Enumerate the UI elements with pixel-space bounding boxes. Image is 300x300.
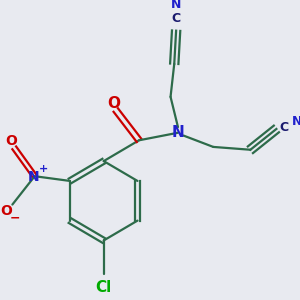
- Text: +: +: [39, 164, 49, 174]
- Text: Cl: Cl: [96, 280, 112, 295]
- Text: N: N: [172, 125, 184, 140]
- Text: N: N: [28, 170, 40, 184]
- Text: O: O: [107, 96, 120, 111]
- Text: O: O: [0, 204, 12, 218]
- Text: O: O: [5, 134, 17, 148]
- Text: −: −: [10, 211, 20, 224]
- Text: C: C: [279, 121, 288, 134]
- Text: N: N: [292, 115, 300, 128]
- Text: C: C: [172, 12, 181, 25]
- Text: N: N: [171, 0, 181, 11]
